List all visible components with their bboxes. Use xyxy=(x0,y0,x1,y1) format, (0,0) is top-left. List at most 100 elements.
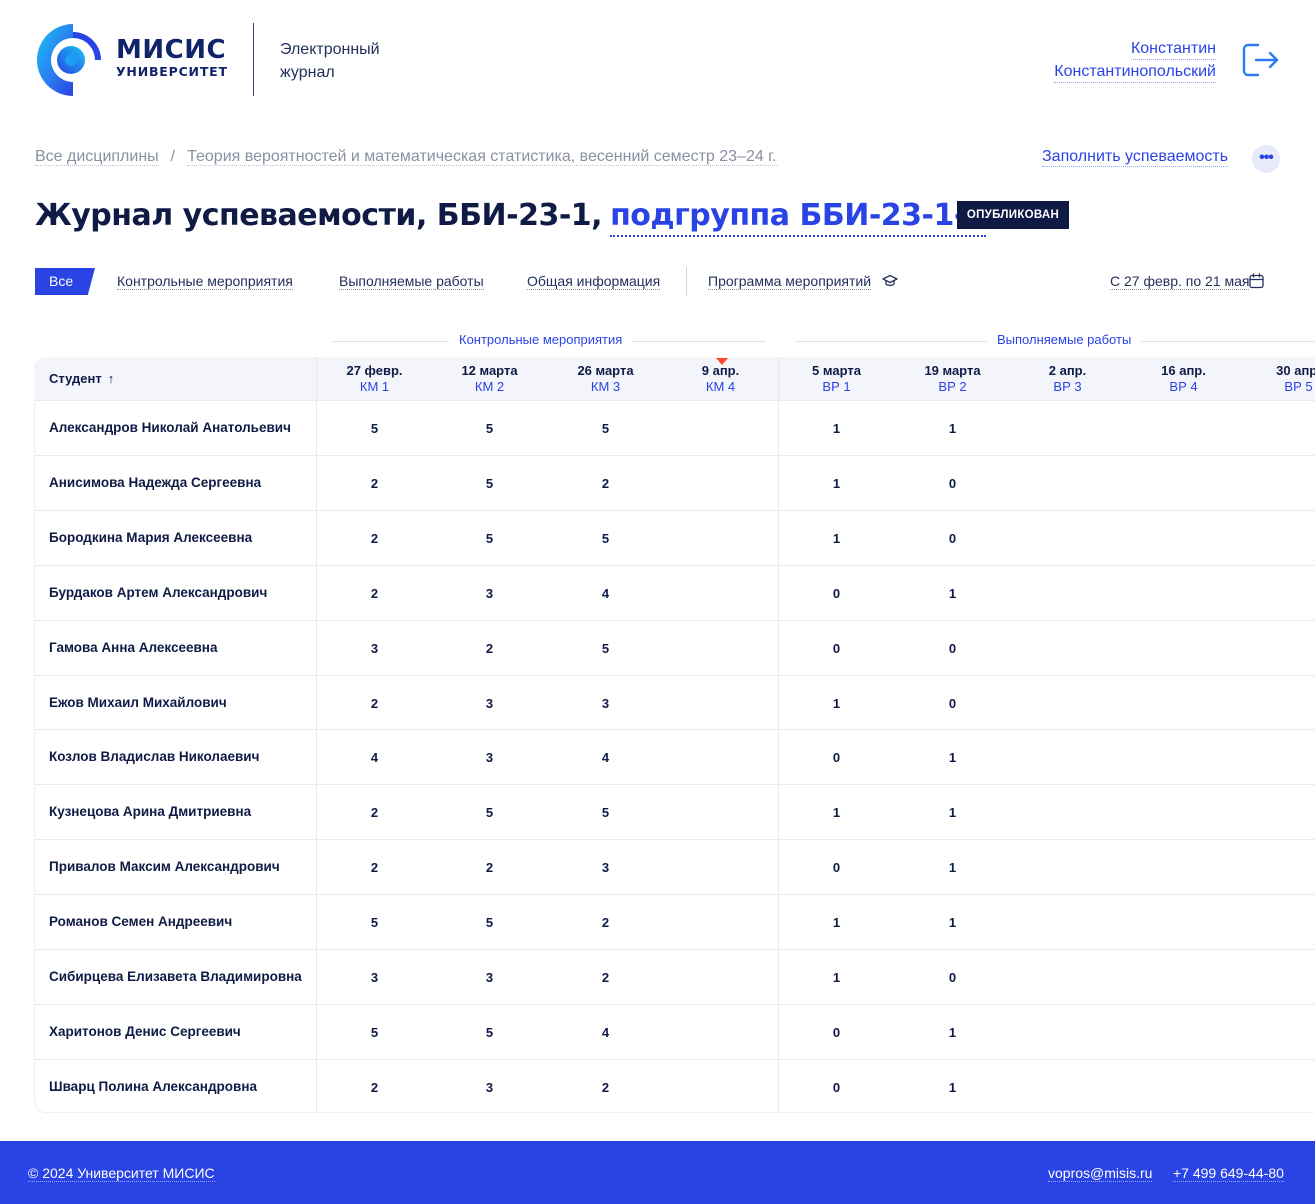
grade-cell[interactable]: 0 xyxy=(832,1024,841,1040)
date-range-picker[interactable]: С 27 февр. по 21 мая xyxy=(1110,273,1250,290)
grade-cell[interactable]: 3 xyxy=(485,1079,494,1095)
grade-cell[interactable]: 1 xyxy=(832,421,841,436)
tab-works[interactable]: Выполняемые работы xyxy=(339,273,484,290)
th-student-sort[interactable]: Студент ↑ xyxy=(49,371,114,386)
grade-cell[interactable]: 1 xyxy=(948,585,957,601)
grade-cell[interactable]: 2 xyxy=(370,530,379,546)
grade-cell[interactable]: 2 xyxy=(370,860,379,876)
misis-logo-icon[interactable] xyxy=(35,22,103,98)
grade-cell[interactable]: 2 xyxy=(601,1079,610,1095)
grade-cell[interactable]: 3 xyxy=(485,585,494,601)
tab-general-info[interactable]: Общая информация xyxy=(527,273,661,290)
footer-email-link[interactable]: vopros@misis.ru xyxy=(1048,1165,1153,1182)
grade-cell[interactable]: 2 xyxy=(370,1079,379,1095)
student-name[interactable]: Анисимова Надежда Сергеевна xyxy=(49,474,262,490)
grade-cell[interactable]: 0 xyxy=(948,640,957,656)
grade-cell[interactable]: 4 xyxy=(370,750,379,766)
logout-icon[interactable] xyxy=(1242,43,1280,77)
tab-program[interactable]: Программа мероприятий xyxy=(708,273,872,290)
column-header[interactable]: 30 апр.ВР 5 xyxy=(1241,363,1315,395)
breadcrumb-current-discipline[interactable]: Теория вероятностей и математическая ста… xyxy=(187,148,777,166)
column-header[interactable]: 9 апр. КМ 4 xyxy=(663,363,778,395)
grade-cell[interactable]: 2 xyxy=(485,860,494,876)
user-first-name[interactable]: Константин xyxy=(1130,38,1216,60)
student-name[interactable]: Бородкина Мария Алексеевна xyxy=(49,529,253,545)
grade-cell[interactable]: 4 xyxy=(601,1024,610,1040)
grade-cell[interactable]: 0 xyxy=(832,750,841,766)
student-name[interactable]: Привалов Максим Александрович xyxy=(49,859,280,875)
grade-cell[interactable]: 1 xyxy=(832,805,841,821)
grade-cell[interactable]: 0 xyxy=(832,585,841,601)
grade-cell[interactable]: 1 xyxy=(832,970,841,985)
grade-cell[interactable]: 3 xyxy=(485,695,494,711)
column-header[interactable]: 12 марта КМ 2 xyxy=(432,363,547,395)
grade-cell[interactable]: 0 xyxy=(948,970,957,985)
grade-cell[interactable]: 5 xyxy=(485,530,494,546)
grade-cell[interactable]: 1 xyxy=(948,915,957,931)
footer-copyright[interactable]: © 2024 Университет МИСИС xyxy=(28,1165,215,1182)
grade-cell[interactable]: 0 xyxy=(832,1079,841,1095)
grade-cell[interactable]: 5 xyxy=(485,915,494,931)
grade-cell[interactable]: 5 xyxy=(370,1024,379,1040)
grade-cell[interactable]: 5 xyxy=(485,475,494,491)
grade-cell[interactable]: 5 xyxy=(370,915,379,931)
grade-cell[interactable]: 4 xyxy=(601,750,610,766)
grade-cell[interactable]: 5 xyxy=(485,805,494,821)
student-name[interactable]: Ежов Михаил Михайлович xyxy=(49,694,227,710)
grade-cell[interactable]: 3 xyxy=(485,750,494,766)
grade-cell[interactable]: 5 xyxy=(485,421,494,436)
user-profile-link[interactable]: Константин Константинопольский xyxy=(1054,37,1216,83)
column-header[interactable]: 19 марта ВР 2 xyxy=(895,363,1010,395)
grade-cell[interactable]: 0 xyxy=(832,860,841,876)
grade-cell[interactable]: 3 xyxy=(370,640,379,656)
grade-cell[interactable]: 2 xyxy=(370,585,379,601)
grade-cell[interactable]: 2 xyxy=(601,970,610,985)
grade-cell[interactable]: 1 xyxy=(948,860,957,876)
grade-cell[interactable]: 2 xyxy=(601,475,610,491)
grade-cell[interactable]: 5 xyxy=(601,640,610,656)
student-name[interactable]: Романов Семен Андреевич xyxy=(49,914,233,930)
student-name[interactable]: Александров Николай Анатольевич xyxy=(49,420,291,435)
grade-cell[interactable]: 5 xyxy=(601,421,610,436)
grade-cell[interactable]: 1 xyxy=(948,1024,957,1040)
grade-cell[interactable]: 0 xyxy=(832,640,841,656)
column-header[interactable]: 5 марта ВР 1 xyxy=(779,363,894,395)
grade-cell[interactable]: 2 xyxy=(370,475,379,491)
student-name[interactable]: Козлов Владислав Николаевич xyxy=(49,749,260,765)
grade-cell[interactable]: 3 xyxy=(370,970,379,985)
grade-cell[interactable]: 5 xyxy=(601,530,610,546)
grade-cell[interactable]: 5 xyxy=(485,1024,494,1040)
student-name[interactable]: Сибирцева Елизавета Владимировна xyxy=(49,969,302,984)
grade-cell[interactable]: 4 xyxy=(601,585,610,601)
grade-cell[interactable]: 2 xyxy=(485,640,494,656)
column-header[interactable]: 27 февр. КМ 1 xyxy=(317,363,432,395)
grade-cell[interactable]: 0 xyxy=(948,530,957,546)
grade-cell[interactable]: 1 xyxy=(832,530,841,546)
subgroup-selector[interactable]: подгруппа ББИ-23-1-1 xyxy=(610,198,987,237)
fill-grades-link[interactable]: Заполнить успеваемость xyxy=(1042,148,1229,167)
student-name[interactable]: Кузнецова Арина Дмитриевна xyxy=(49,804,252,820)
grade-cell[interactable]: 3 xyxy=(601,860,610,876)
user-last-name[interactable]: Константинопольский xyxy=(1054,61,1216,83)
grade-cell[interactable]: 2 xyxy=(370,805,379,821)
grade-cell[interactable]: 5 xyxy=(601,805,610,821)
grade-cell[interactable]: 3 xyxy=(485,970,494,985)
tab-control-events[interactable]: Контрольные мероприятия xyxy=(117,273,293,290)
grade-cell[interactable]: 5 xyxy=(370,421,379,436)
grade-cell[interactable]: 3 xyxy=(601,695,610,711)
column-header[interactable]: 26 марта КМ 3 xyxy=(548,363,663,395)
column-header[interactable]: 2 апр. ВР 3 xyxy=(1010,363,1125,395)
grade-cell[interactable]: 1 xyxy=(948,1079,957,1095)
column-header[interactable]: 16 апр. ВР 4 xyxy=(1126,363,1241,395)
grade-cell[interactable]: 1 xyxy=(948,750,957,766)
grade-cell[interactable]: 1 xyxy=(948,805,957,821)
grade-cell[interactable]: 1 xyxy=(832,695,841,711)
more-options-button[interactable]: ••• xyxy=(1252,145,1280,173)
student-name[interactable]: Гамова Анна Алексеевна xyxy=(49,639,218,655)
grade-cell[interactable]: 2 xyxy=(601,915,610,931)
grade-cell[interactable]: 1 xyxy=(832,915,841,931)
calendar-icon[interactable] xyxy=(1249,273,1264,289)
graduation-cap-icon[interactable] xyxy=(882,273,898,289)
grade-cell[interactable]: 2 xyxy=(370,695,379,711)
student-name[interactable]: Шварц Полина Александровна xyxy=(49,1078,257,1094)
